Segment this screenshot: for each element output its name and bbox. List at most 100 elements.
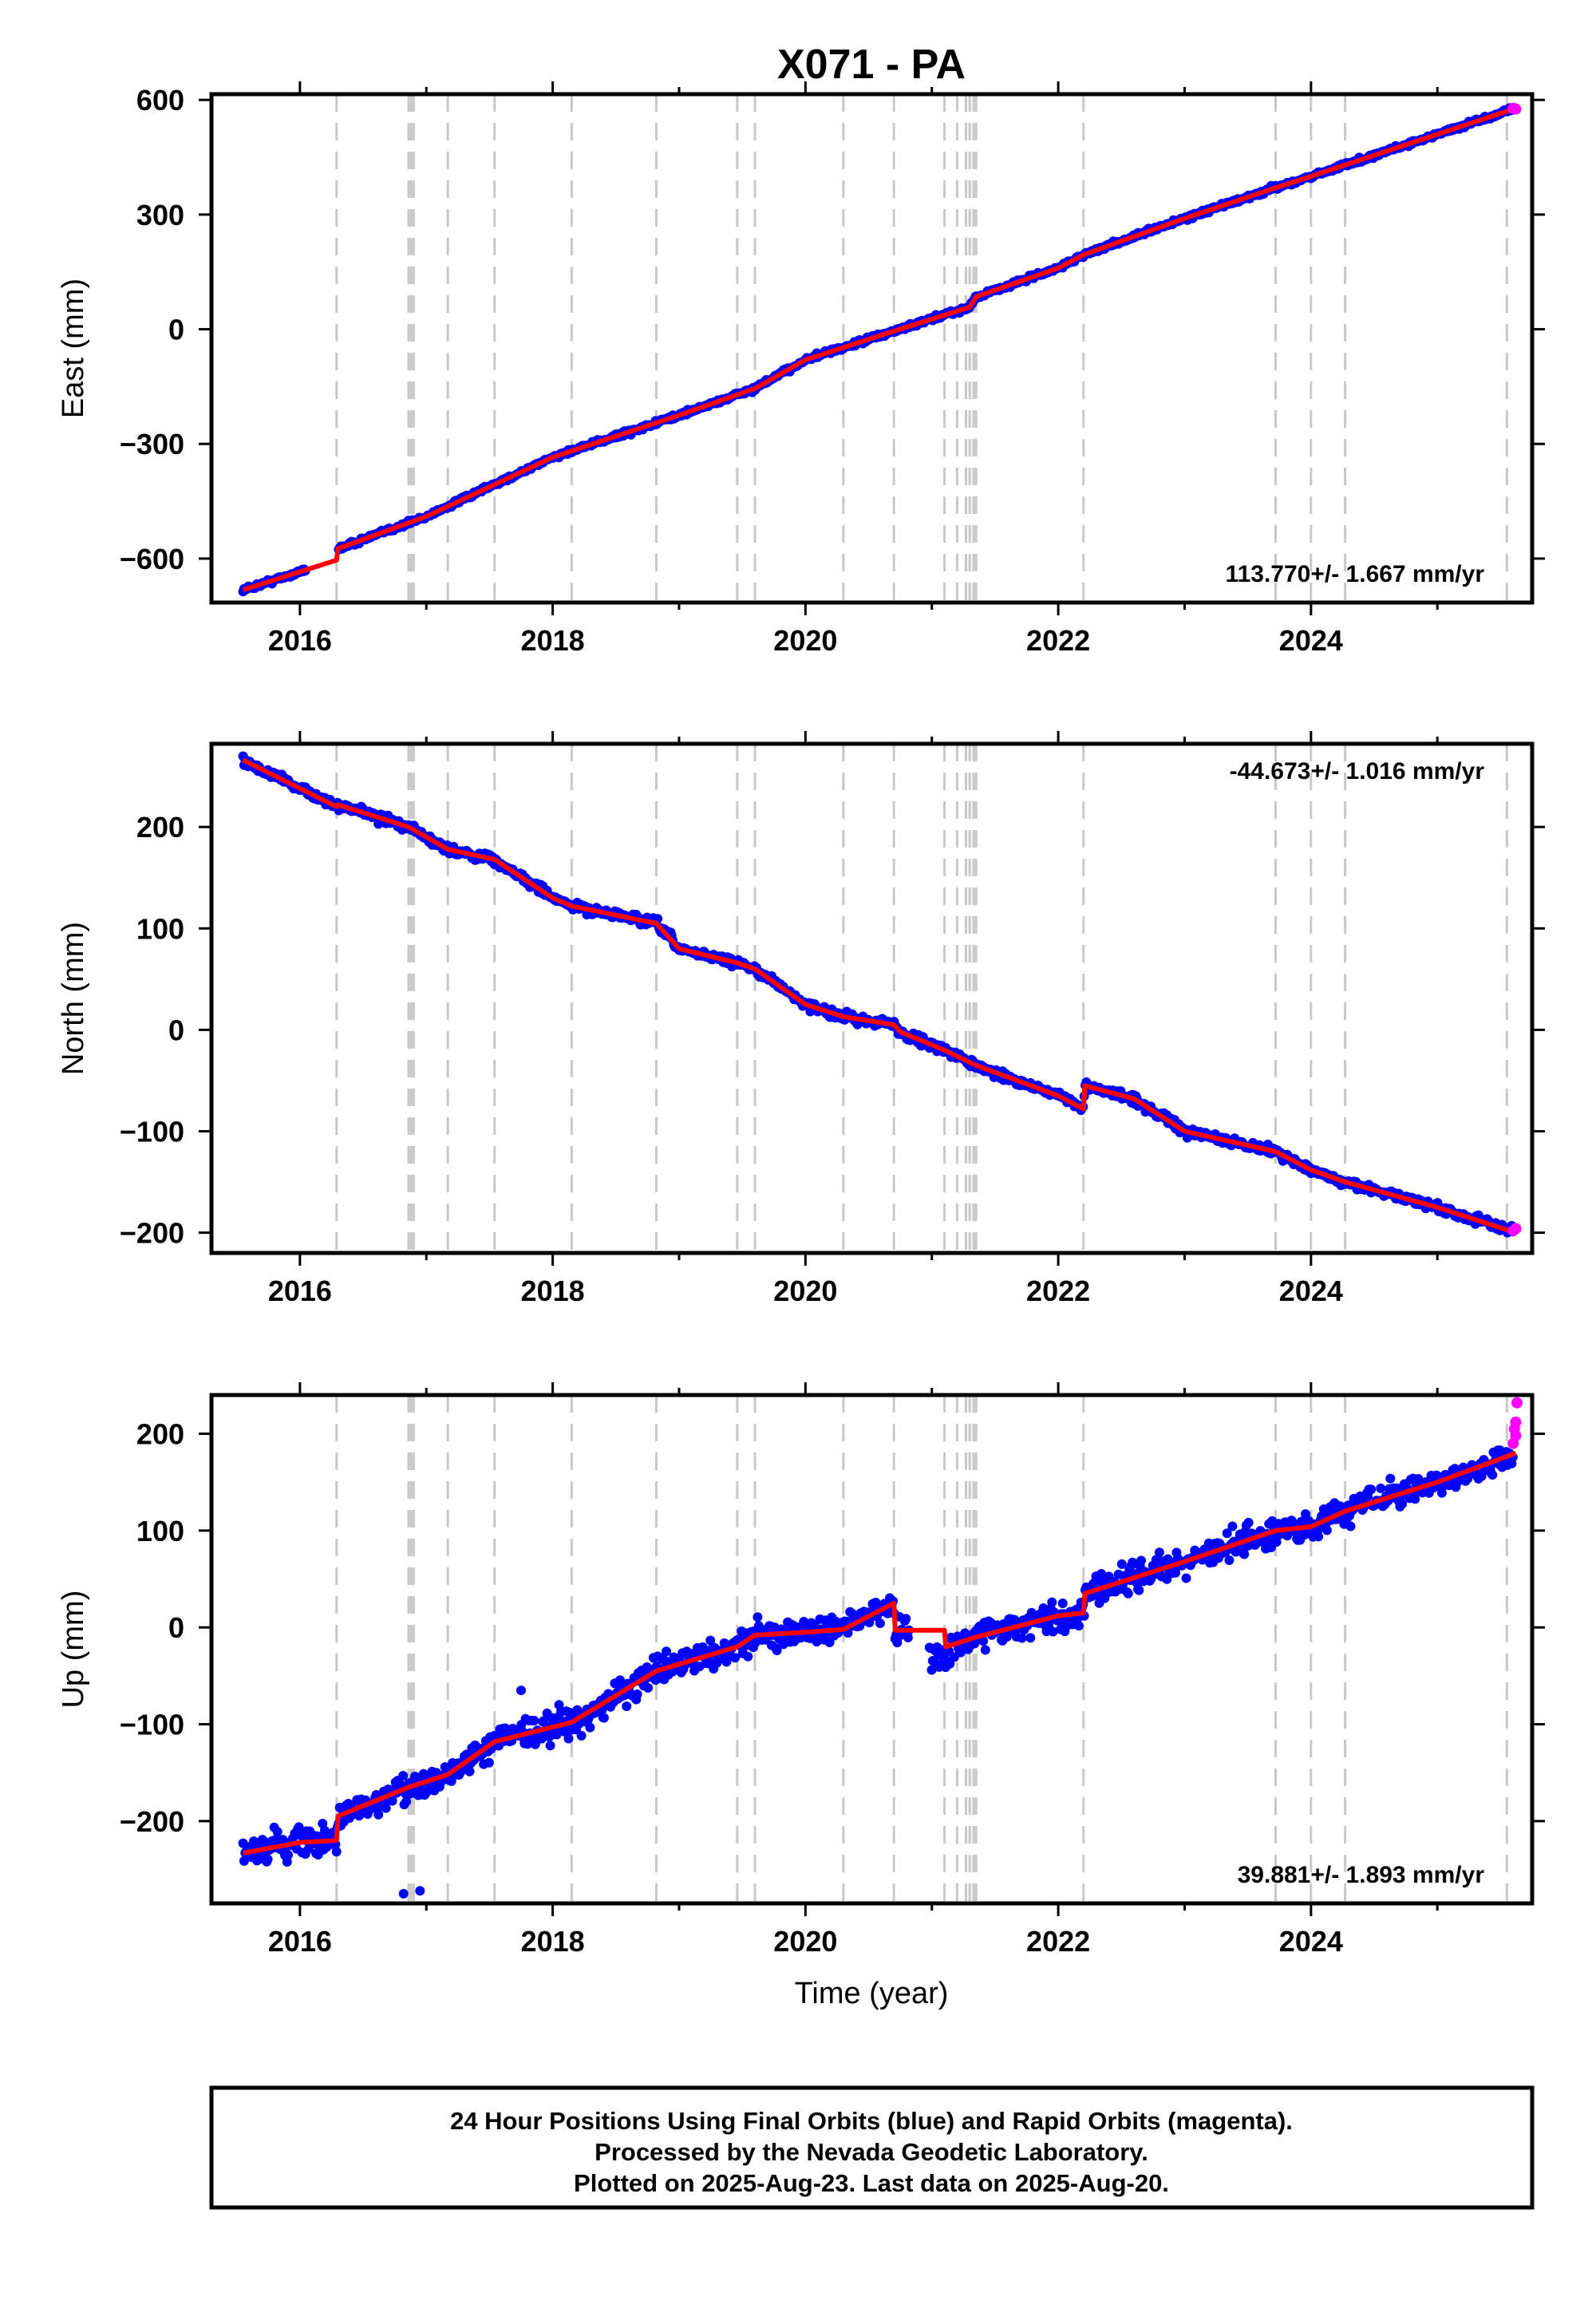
rapid-point — [1510, 103, 1522, 115]
data-point — [1271, 1537, 1282, 1547]
x-tick-label: 2022 — [1026, 1925, 1090, 1958]
panel-north: 2016 2018 2020 2022 2024 −200 −100 0 100 200 North… — [57, 731, 1545, 1307]
data-point — [1154, 1547, 1164, 1558]
y-tick-label: 200 — [136, 811, 184, 844]
data-point — [283, 1850, 294, 1860]
x-tick-label: 2024 — [1279, 1275, 1343, 1307]
final-orbit-points — [238, 1445, 1518, 1899]
chart-title: X071 - PA — [777, 41, 966, 88]
y-tick-label: −200 — [120, 1217, 184, 1250]
data-point — [576, 1730, 587, 1741]
outlier-point — [554, 1700, 564, 1710]
y-axis: −200 −100 0 100 200 — [120, 1418, 1545, 1838]
y-axis-label: Up (mm) — [57, 1591, 90, 1709]
y-tick-label: 0 — [168, 314, 184, 346]
data-point — [662, 1646, 671, 1657]
event-lines — [335, 1395, 1508, 1903]
data-point — [1073, 1621, 1084, 1631]
panel-east: 2016 2018 2020 2022 2024 −600 −300 0 300 600 East … — [57, 81, 1545, 657]
data-point — [563, 1733, 574, 1744]
data-point — [901, 1614, 911, 1624]
data-point — [1487, 1470, 1498, 1480]
x-tick-label: 2018 — [521, 1925, 585, 1958]
data-point — [1048, 1626, 1058, 1637]
rapid-point — [1510, 1223, 1522, 1235]
data-point — [551, 1729, 562, 1740]
y-tick-label: 200 — [136, 1418, 184, 1451]
x-tick-label: 2018 — [521, 1275, 585, 1307]
data-point — [1376, 1483, 1386, 1493]
x-tick-label: 2016 — [268, 624, 332, 657]
x-tick-label: 2020 — [773, 1275, 837, 1307]
data-point — [1366, 1484, 1377, 1495]
data-point — [978, 1636, 989, 1646]
data-point — [1047, 1597, 1057, 1607]
data-point — [398, 1771, 409, 1780]
outlier-point — [415, 1886, 425, 1896]
footer-line-2: Processed by the Nevada Geodetic Laborat… — [595, 2138, 1148, 2166]
data-point — [1171, 1567, 1181, 1578]
rapid-orbit-points — [1507, 102, 1522, 115]
x-axis-label: Time (year) — [795, 1977, 949, 2010]
y-tick-label: 100 — [136, 912, 184, 945]
data-point — [730, 1653, 741, 1663]
x-tick-label: 2016 — [268, 1275, 332, 1307]
data-point — [272, 1827, 282, 1837]
data-point — [743, 1651, 753, 1662]
y-tick-label: −300 — [120, 428, 184, 460]
data-point — [1181, 1573, 1191, 1583]
x-tick-label: 2016 — [268, 1925, 332, 1958]
data-point — [545, 1741, 555, 1751]
x-axis: 2016 2018 2020 2022 2024 — [268, 731, 1439, 1307]
y-tick-label: 0 — [168, 1014, 184, 1046]
data-point — [772, 1646, 782, 1655]
data-point — [1227, 1521, 1238, 1531]
data-point — [705, 1635, 716, 1646]
data-point — [1224, 1555, 1235, 1565]
model-fit-line — [243, 1450, 1517, 1856]
data-point — [632, 1690, 642, 1699]
data-point — [598, 1713, 609, 1723]
y-tick-label: −100 — [120, 1709, 184, 1741]
data-point — [1239, 1549, 1250, 1559]
data-point — [1385, 1473, 1396, 1484]
y-tick-label: −100 — [120, 1115, 184, 1148]
data-point — [903, 1632, 913, 1642]
data-point — [1134, 1585, 1144, 1595]
data-point — [1025, 1633, 1036, 1643]
y-axis-label: North (mm) — [57, 922, 90, 1075]
data-point — [1436, 1488, 1447, 1498]
x-tick-label: 2018 — [521, 624, 585, 657]
data-point — [401, 1796, 412, 1807]
footer-box: 24 Hour Positions Using Final Orbits (bl… — [209, 2085, 1535, 2210]
data-point — [1136, 1555, 1146, 1566]
outlier-point — [398, 1888, 409, 1899]
model-fit-line — [242, 757, 1517, 1235]
x-axis: 2016 2018 2020 2022 2024 — [268, 1382, 1439, 1958]
data-point — [529, 1716, 539, 1725]
data-point — [1096, 1569, 1107, 1579]
x-tick-label: 2022 — [1026, 1275, 1090, 1307]
data-point — [1243, 1517, 1254, 1528]
data-point — [980, 1645, 990, 1655]
data-point — [1345, 1521, 1356, 1531]
data-point — [1397, 1499, 1408, 1509]
rate-label: 39.881+/- 1.893 mm/yr — [1238, 1862, 1485, 1888]
rapid-orbit-points — [1507, 1397, 1523, 1449]
data-point — [1123, 1588, 1133, 1599]
final-orbit-points — [238, 751, 1518, 1238]
x-tick-label: 2022 — [1026, 624, 1090, 657]
rapid-orbit-points — [1507, 1223, 1522, 1237]
data-point — [263, 1854, 273, 1864]
data-point — [1057, 1599, 1068, 1608]
data-point — [1321, 1525, 1332, 1535]
x-tick-label: 2020 — [773, 624, 837, 657]
data-point — [239, 1856, 249, 1866]
y-axis: −200 −100 0 100 200 — [120, 811, 1545, 1250]
x-tick-label: 2020 — [773, 1925, 837, 1958]
footer-line-1: 24 Hour Positions Using Final Orbits (bl… — [450, 2107, 1293, 2135]
rate-label: -44.673+/- 1.016 mm/yr — [1230, 758, 1485, 785]
data-point — [753, 1612, 763, 1622]
data-point — [331, 1847, 342, 1857]
